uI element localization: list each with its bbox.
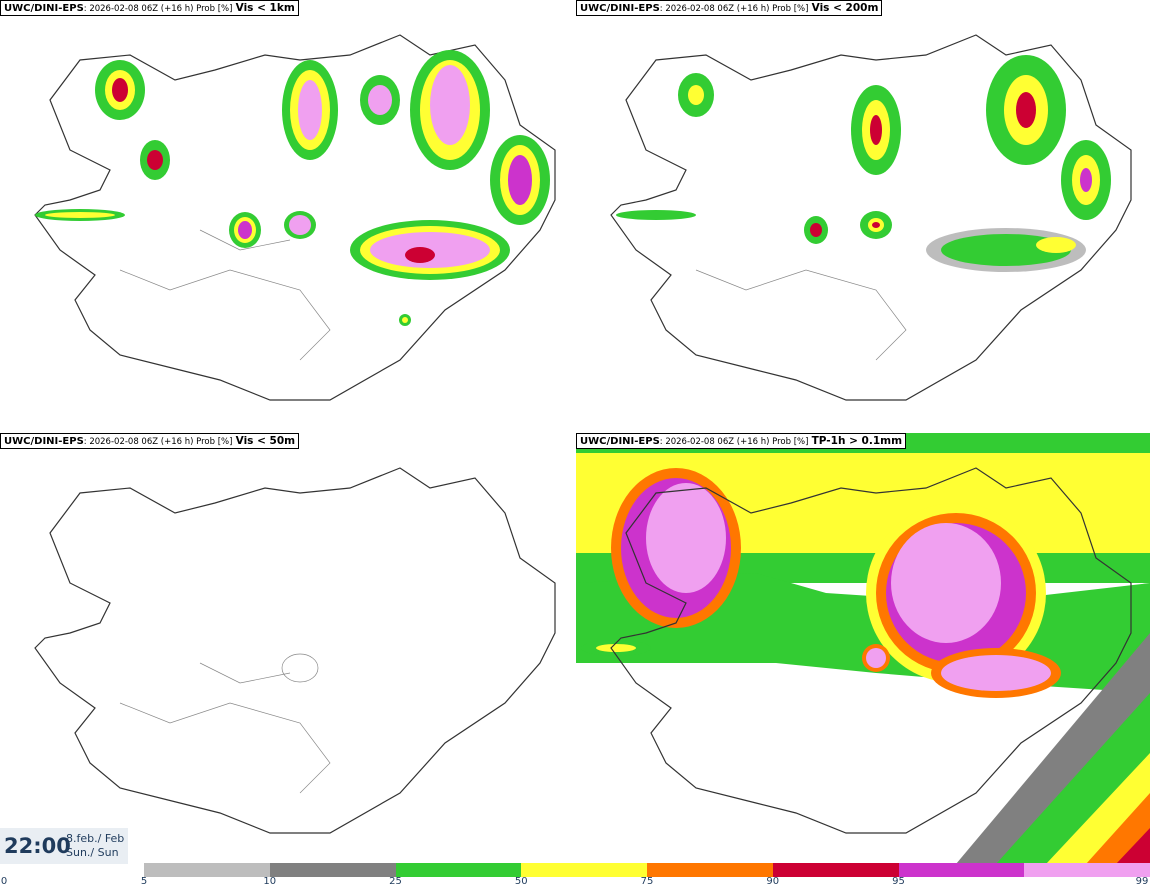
run-info: : 2026-02-08 06Z (+16 h) Prob [%] — [83, 4, 233, 14]
panel-title: UWC/DINI-EPS: 2026-02-08 06Z (+16 h) Pro… — [0, 433, 300, 449]
legend-tick-2: 10 — [263, 876, 277, 887]
panel-title: UWC/DINI-EPS: 2026-02-08 06Z (+16 h) Pro… — [576, 0, 883, 16]
legend-ticks: 0 5 10 25 50 75 90 95 99 — [0, 876, 1150, 890]
legend-swatch-6 — [898, 863, 1025, 877]
model-name: UWC/DINI-EPS — [4, 436, 84, 447]
map-panel-vis-50m: UWC/DINI-EPS: 2026-02-08 06Z (+16 h) Pro… — [0, 433, 574, 864]
run-info: : 2026-02-08 06Z (+16 h) Prob [%] — [83, 437, 233, 447]
legend-tick-3: 25 — [389, 876, 402, 887]
iceland-map — [576, 433, 1150, 864]
panel-title: UWC/DINI-EPS: 2026-02-08 06Z (+16 h) Pro… — [576, 433, 907, 449]
legend-tick-0: 0 — [0, 876, 8, 887]
legend-tick-7: 95 — [892, 876, 905, 887]
map-panel-vis-1km: UWC/DINI-EPS: 2026-02-08 06Z (+16 h) Pro… — [0, 0, 574, 431]
legend-swatch-0 — [144, 863, 270, 877]
model-name: UWC/DINI-EPS — [4, 3, 84, 14]
legend-swatch-7 — [1024, 863, 1150, 877]
variable-name: Vis < 200m — [811, 2, 879, 14]
run-info: : 2026-02-08 06Z (+16 h) Prob [%] — [659, 437, 809, 447]
map-panel-precip: UWC/DINI-EPS: 2026-02-08 06Z (+16 h) Pro… — [576, 433, 1150, 864]
panel-title: UWC/DINI-EPS: 2026-02-08 06Z (+16 h) Pro… — [0, 0, 299, 16]
probability-blobs — [581, 468, 1061, 698]
legend-tick-6: 90 — [766, 876, 780, 887]
probability-blobs — [35, 50, 550, 326]
valid-date-line-1: 8.feb./ Feb — [66, 832, 125, 845]
legend-tick-1: 5 — [140, 876, 148, 887]
legend-swatch-4 — [647, 863, 773, 877]
legend-swatch-2 — [395, 863, 522, 877]
model-name: UWC/DINI-EPS — [580, 436, 660, 447]
legend-tick-8: 99 — [1135, 876, 1149, 887]
model-name: UWC/DINI-EPS — [580, 3, 660, 14]
legend-swatch-3 — [521, 863, 647, 877]
variable-name: Vis < 1km — [235, 2, 295, 14]
valid-time-box: 22:00 8.feb./ Feb Sun./ Sun — [0, 828, 128, 864]
legend-tick-4: 50 — [514, 876, 528, 887]
variable-name: Vis < 50m — [235, 435, 296, 447]
run-info: : 2026-02-08 06Z (+16 h) Prob [%] — [659, 4, 809, 14]
legend-swatch-5 — [772, 863, 899, 877]
iceland-map — [34, 467, 556, 834]
probability-blobs — [616, 55, 1111, 272]
valid-date-line-2: Sun./ Sun — [66, 846, 119, 859]
legend-tick-5: 75 — [640, 876, 654, 887]
iceland-map — [34, 34, 556, 401]
probability-legend — [144, 863, 1150, 877]
valid-date: 8.feb./ Feb Sun./ Sun — [66, 832, 124, 860]
valid-time: 22:00 — [4, 834, 71, 858]
iceland-map — [610, 34, 1132, 401]
variable-name: TP-1h > 0.1mm — [811, 435, 903, 447]
legend-swatch-1 — [269, 863, 396, 877]
map-panel-vis-200m: UWC/DINI-EPS: 2026-02-08 06Z (+16 h) Pro… — [576, 0, 1150, 431]
